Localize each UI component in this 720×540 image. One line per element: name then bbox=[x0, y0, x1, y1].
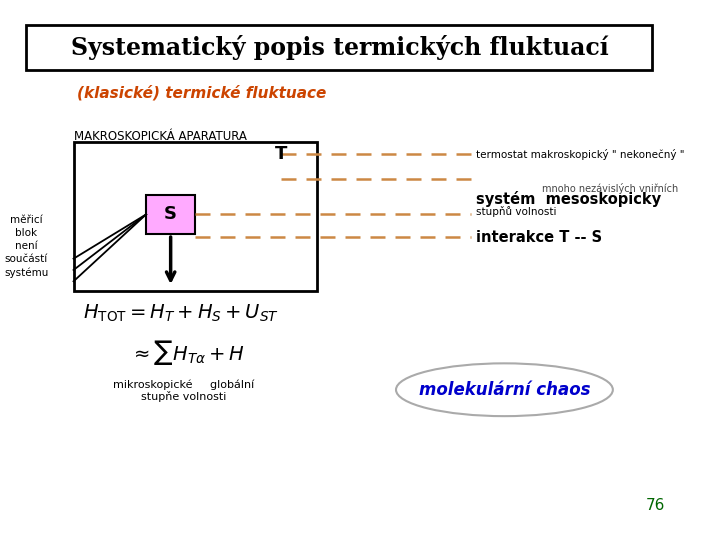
Text: systém  mesoskopicky: systém mesoskopicky bbox=[476, 191, 661, 207]
FancyBboxPatch shape bbox=[27, 25, 652, 70]
FancyBboxPatch shape bbox=[146, 194, 195, 234]
Text: (klasické) termické fluktuace: (klasické) termické fluktuace bbox=[77, 85, 327, 100]
FancyBboxPatch shape bbox=[73, 142, 317, 291]
Text: $\approx \sum H_{T\alpha} + H$: $\approx \sum H_{T\alpha} + H$ bbox=[130, 339, 246, 368]
Text: termostat makroskopický " nekonečný ": termostat makroskopický " nekonečný " bbox=[476, 148, 685, 159]
Text: mikroskopické     globální: mikroskopické globální bbox=[113, 380, 254, 390]
Text: S: S bbox=[164, 205, 177, 224]
Text: molekulární chaos: molekulární chaos bbox=[418, 381, 590, 399]
Text: Systematický popis termických fluktuací: Systematický popis termických fluktuací bbox=[71, 35, 608, 60]
Text: stupňe volnosti: stupňe volnosti bbox=[141, 391, 227, 402]
Text: mnoho nezávislých vniřních: mnoho nezávislých vniřních bbox=[542, 184, 678, 194]
Text: 76: 76 bbox=[645, 498, 665, 513]
Text: MAKROSKOPICKÁ APARATURA: MAKROSKOPICKÁ APARATURA bbox=[73, 130, 246, 143]
Text: interakce T -- S: interakce T -- S bbox=[476, 230, 602, 245]
Text: stupňů volnosti: stupňů volnosti bbox=[476, 206, 557, 217]
Text: měřicí
blok
není
součástí
systému: měřicí blok není součástí systému bbox=[4, 215, 48, 278]
Text: $H_{\mathrm{TOT}} = H_T + H_S + U_{ST}$: $H_{\mathrm{TOT}} = H_T + H_S + U_{ST}$ bbox=[83, 303, 279, 324]
Text: T: T bbox=[275, 145, 287, 163]
